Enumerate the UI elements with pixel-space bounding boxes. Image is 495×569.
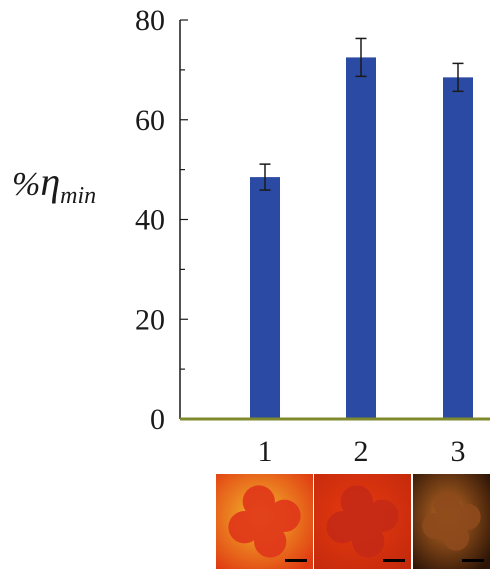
y-tick-label: 80 — [135, 4, 165, 37]
scale-bar — [462, 559, 484, 562]
y-tick-label: 40 — [135, 204, 165, 237]
y-tick-labels: 0 20 40 60 80 — [135, 4, 165, 436]
clover-stain-image — [228, 485, 301, 558]
x-tick-label: 1 — [258, 435, 273, 468]
clover-stain-image — [422, 492, 481, 551]
micrograph-strip — [216, 474, 490, 569]
micrograph-3 — [413, 474, 490, 569]
y-axis — [179, 19, 188, 420]
micrograph-1 — [216, 474, 313, 569]
y-tick-label: 60 — [135, 104, 165, 137]
clover-stain-image — [326, 485, 399, 558]
scale-bar — [383, 559, 405, 562]
y-axis-label: %ηmin — [12, 159, 96, 209]
error-bar-1 — [259, 163, 271, 191]
micrograph-2 — [314, 474, 411, 569]
x-tick-labels: 1 2 3 — [258, 435, 466, 468]
scale-bar — [285, 559, 307, 562]
bars — [250, 57, 473, 419]
bar-3 — [443, 77, 473, 419]
y-tick-label: 0 — [150, 403, 165, 436]
error-bars — [259, 37, 464, 191]
y-tick-label: 20 — [135, 303, 165, 336]
x-tick-label: 2 — [354, 435, 369, 468]
error-bar-3 — [452, 62, 464, 93]
x-tick-label: 3 — [451, 435, 466, 468]
error-bar-2 — [355, 37, 367, 78]
bar-1 — [250, 177, 280, 419]
bar-2 — [346, 57, 376, 419]
